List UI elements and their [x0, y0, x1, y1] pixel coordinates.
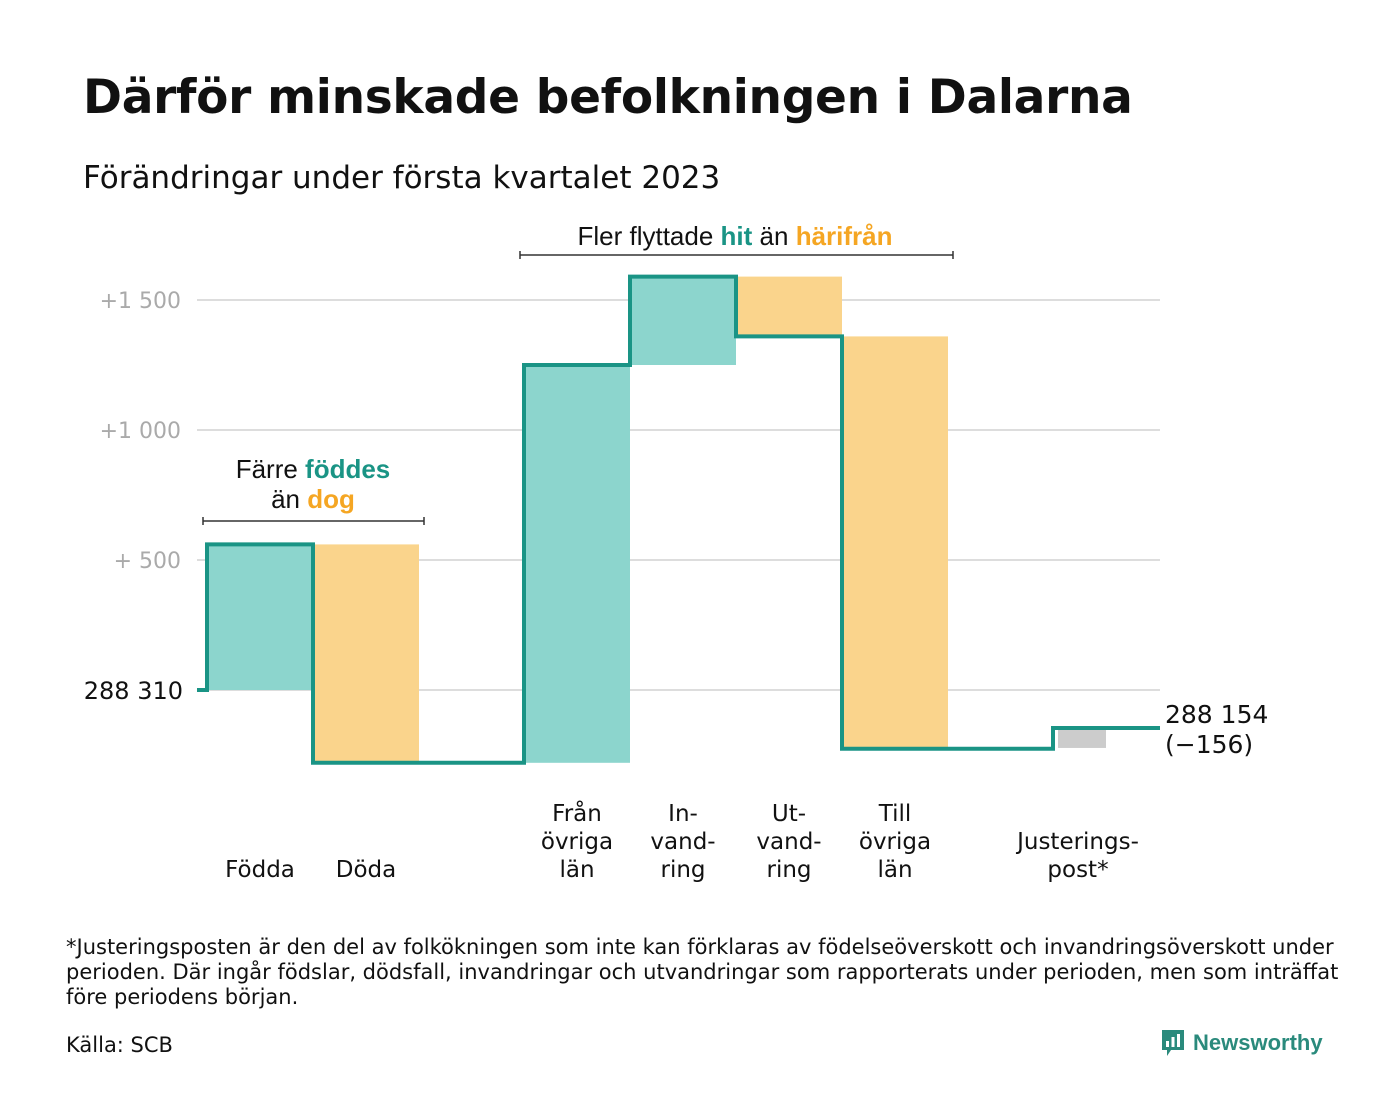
- end-change-label: (−156): [1165, 730, 1253, 759]
- category-label: vand-: [650, 829, 715, 855]
- category-label: Födda: [225, 857, 295, 883]
- category-label: Ut-: [772, 801, 806, 827]
- running-total-line: [197, 274, 1160, 765]
- category-label: vand-: [756, 829, 821, 855]
- labels: +1 500 +1 000 + 500 288 310 288 154(−156) Föd…: [84, 221, 1269, 883]
- category-label: Från: [552, 799, 602, 827]
- category-label: Till: [878, 801, 912, 827]
- bar: [842, 336, 948, 749]
- bars: [207, 276, 1106, 763]
- bar: [524, 365, 630, 763]
- category-label: övriga: [859, 829, 931, 855]
- y-tick-label: + 500: [114, 549, 181, 574]
- annotation-segment: än: [271, 484, 307, 514]
- source-label: Källa: SCB: [66, 1033, 173, 1057]
- annotation-segment: härifrån: [796, 221, 893, 251]
- annotation-migration: Fler flyttade hit än härifrån: [519, 221, 954, 259]
- category-label: ring: [766, 857, 811, 883]
- annotation-segment: Fler flyttade: [577, 221, 720, 251]
- annotation-line: Färre föddes: [236, 454, 391, 484]
- category-label: ring: [660, 857, 705, 883]
- category-label: In-: [668, 801, 698, 827]
- annotation-line: Fler flyttade hit än härifrån: [577, 221, 892, 251]
- brand-logo: Newsworthy: [1160, 1028, 1323, 1058]
- annotation-segment: Färre: [236, 454, 305, 484]
- y-tick-label: +1 000: [100, 419, 181, 444]
- chart-subtitle: Förändringar under första kvartalet 2023: [83, 160, 721, 196]
- chart-title: Därför minskade befolkningen i Dalarna: [83, 70, 1133, 125]
- newsworthy-logo-icon: [1162, 1030, 1184, 1056]
- category-label: län: [559, 857, 594, 883]
- brand-name: Newsworthy: [1193, 1030, 1323, 1055]
- category-label: post*: [1047, 857, 1108, 883]
- bar: [736, 276, 842, 337]
- annotation-segment: dog: [307, 484, 355, 514]
- bar: [313, 544, 419, 763]
- category-label: Justerings-: [1015, 829, 1139, 855]
- annotation-line: än dog: [271, 484, 355, 514]
- bar: [630, 276, 736, 365]
- running-total: [197, 274, 1160, 765]
- footnote: *Justeringsposten är den del av folkökni…: [66, 935, 1339, 1009]
- category-label: län: [877, 857, 912, 883]
- end-value-label: 288 154: [1165, 700, 1268, 729]
- annotation-segment: hit: [721, 221, 753, 251]
- bar: [1058, 727, 1106, 748]
- category-label: övriga: [541, 829, 613, 855]
- category-label: Döda: [336, 857, 396, 883]
- bar: [207, 544, 313, 690]
- y-tick-label: +1 500: [100, 289, 181, 314]
- waterfall-chart: +1 500 +1 000 + 500 288 310 288 154(−156) Föd…: [84, 221, 1269, 883]
- annotation-segment: än: [752, 221, 795, 251]
- annotation-segment: föddes: [305, 454, 390, 484]
- start-value-label: 288 310: [84, 677, 183, 705]
